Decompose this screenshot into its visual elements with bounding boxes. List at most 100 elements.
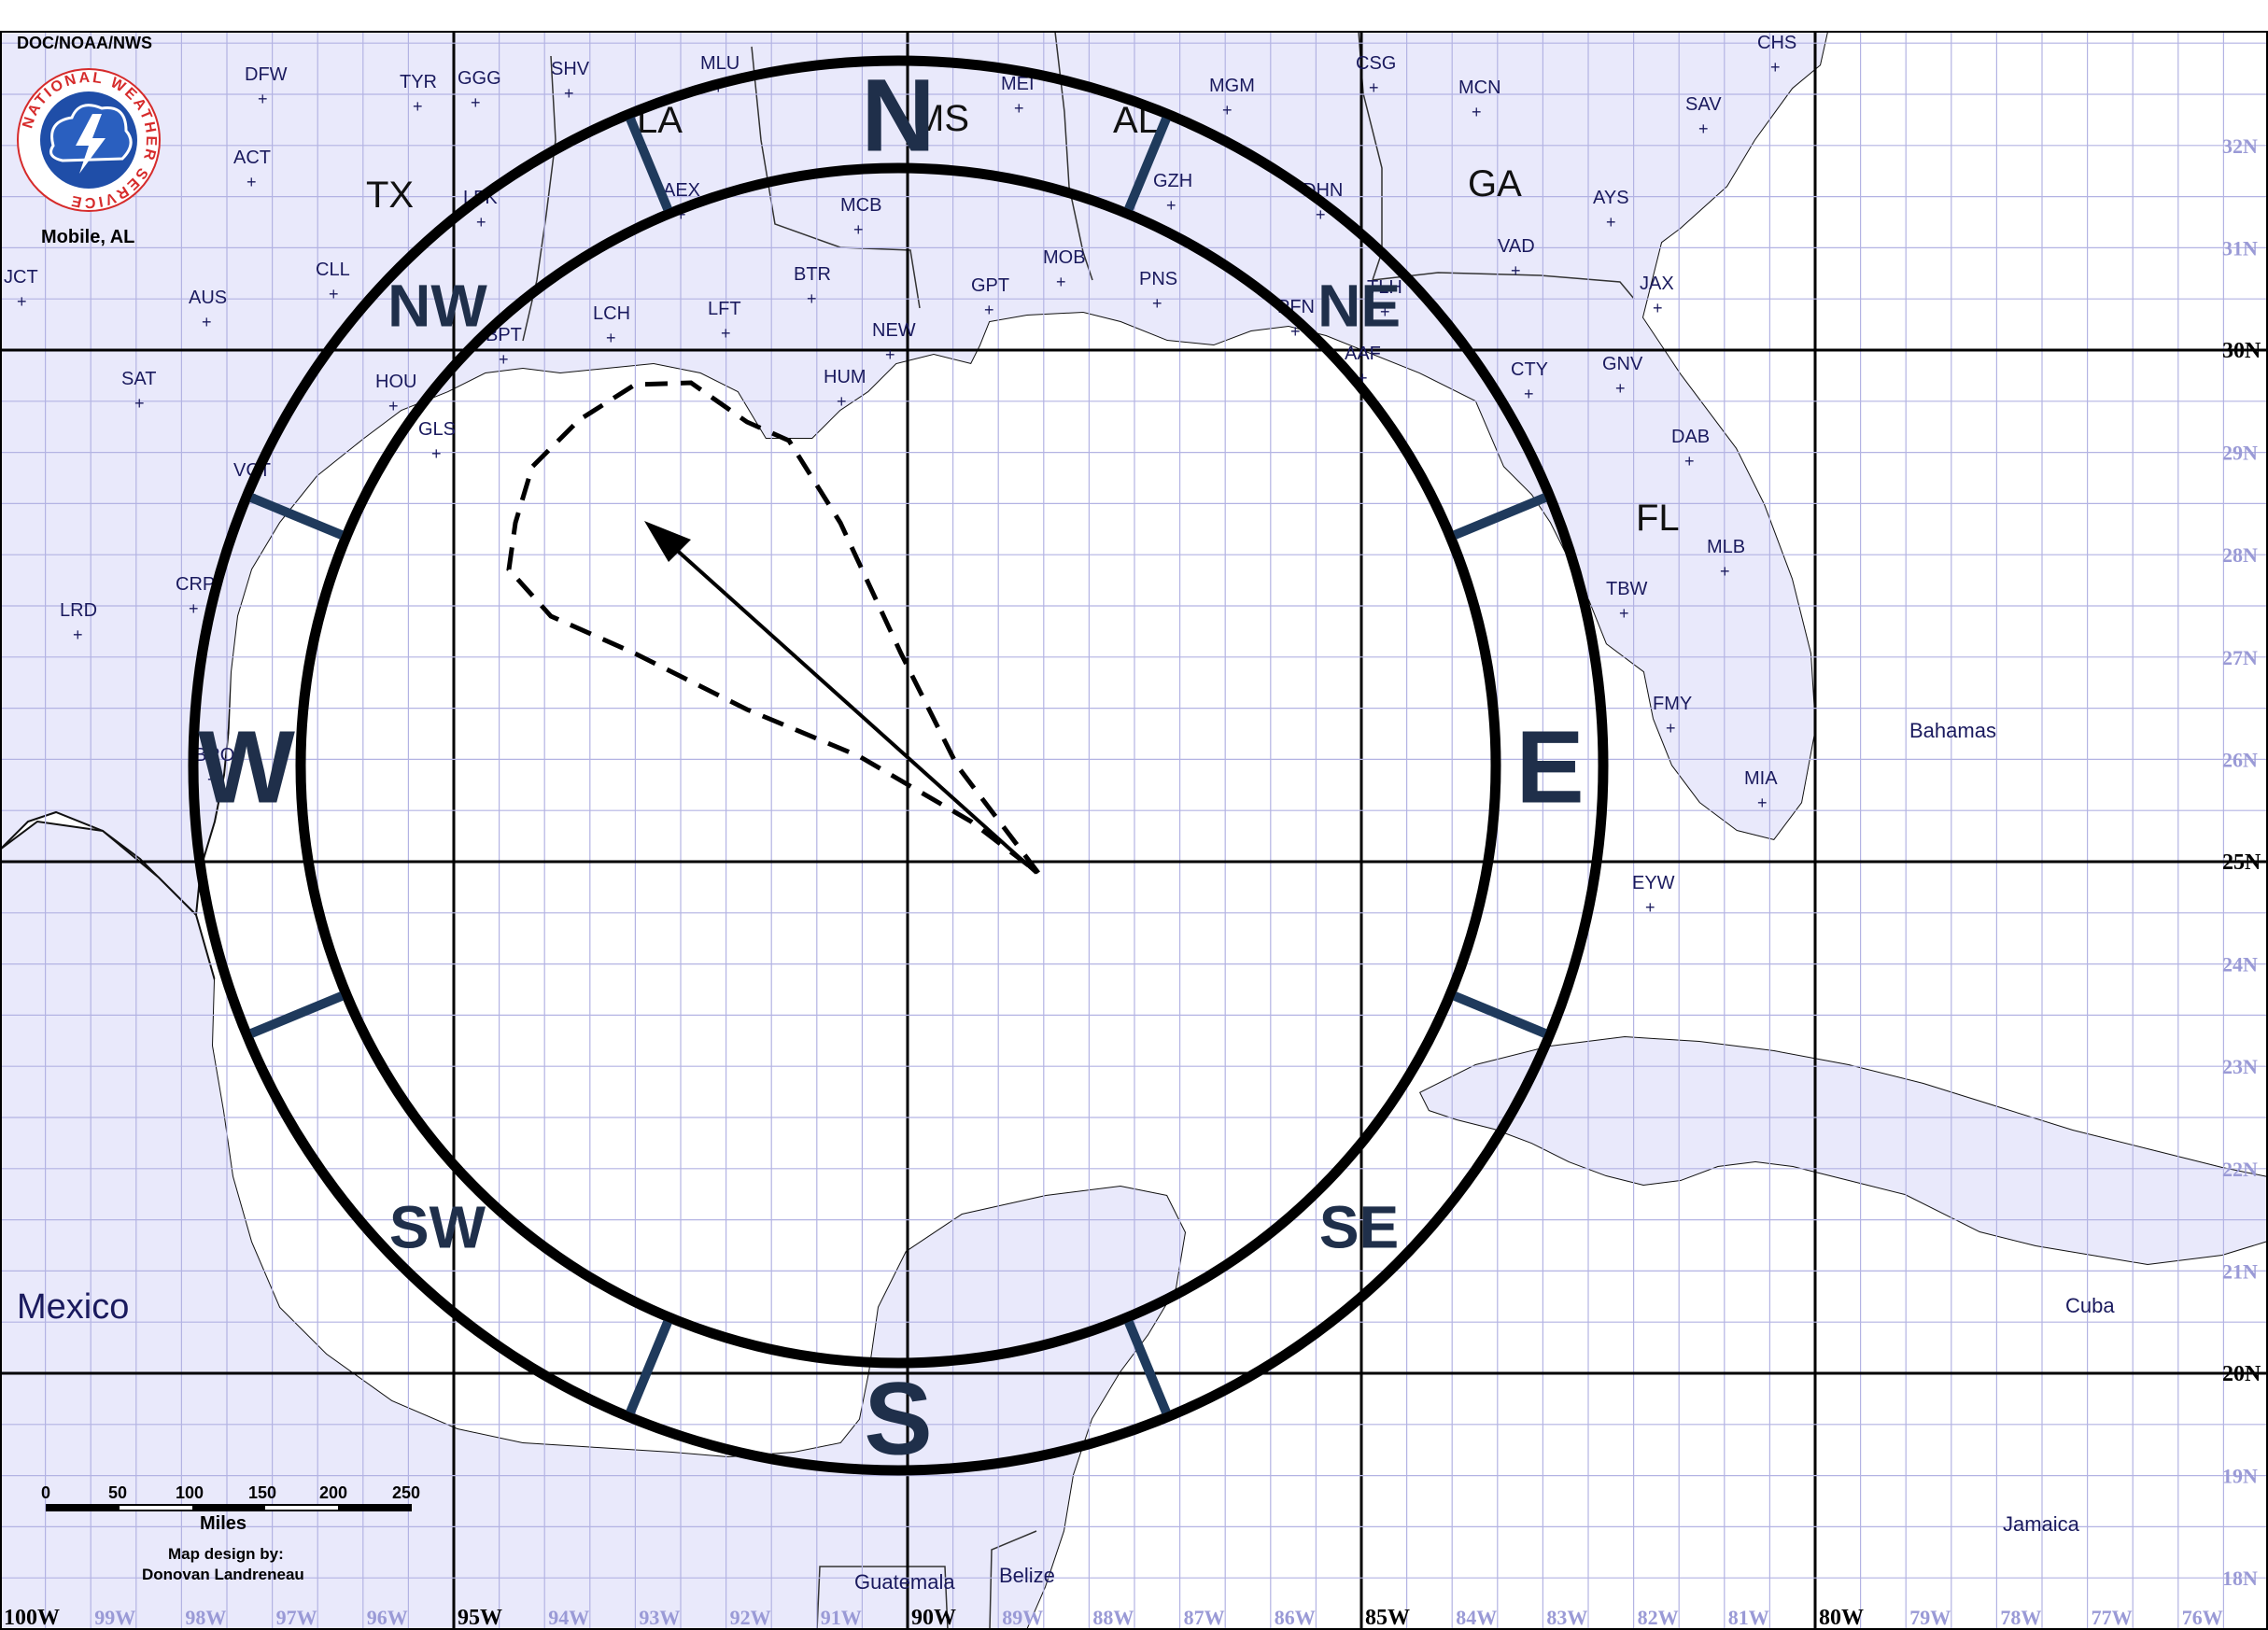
office-label: Mobile, AL xyxy=(41,227,134,247)
longitude-label: 87W xyxy=(1184,1606,1225,1629)
city-label: MGM xyxy=(1209,76,1255,96)
scale-tick-0: 0 xyxy=(41,1483,50,1502)
city-lch: + LCH xyxy=(593,303,630,347)
longitude-label: 88W xyxy=(1092,1606,1134,1629)
city-label: AEX xyxy=(663,180,700,201)
motion-arrow xyxy=(644,521,1038,875)
city-label: TYR xyxy=(400,72,437,92)
latitude-label: 18N xyxy=(2222,1567,2258,1590)
state-label-fl: FL xyxy=(1636,498,1680,539)
city-label: PNS xyxy=(1139,269,1177,289)
lat-lon-grid: 100W 99W 98W 97W 96W 95W 94W 93W 92W 91W 90W 89W 88W… xyxy=(0,32,2268,1630)
city-label: CRP xyxy=(176,574,215,595)
city-label: LFT xyxy=(708,299,741,319)
city-marker-icon: + xyxy=(1770,58,1781,77)
city-label: AYS xyxy=(1593,188,1629,208)
compass-tick xyxy=(1452,493,1547,540)
city-mei: + MEI xyxy=(1001,74,1035,118)
compass-outer-ring xyxy=(188,55,1609,1476)
longitude-label: 91W xyxy=(821,1606,862,1629)
city-label: MCN xyxy=(1458,77,1501,98)
city-marker-icon: + xyxy=(471,93,481,112)
city-label: VAD xyxy=(1498,236,1535,257)
country-label-bahamas: Bahamas xyxy=(1909,719,1996,742)
city-marker-icon: + xyxy=(388,397,399,415)
city-label: BRO xyxy=(194,745,234,766)
state-label-tx: TX xyxy=(366,175,414,216)
longitude-label: 89W xyxy=(1002,1606,1043,1629)
city-tyr: + TYR xyxy=(400,72,437,116)
latitude-label: 22N xyxy=(2222,1158,2258,1181)
city-label: SAT xyxy=(121,369,156,389)
city-vad: + VAD xyxy=(1498,236,1535,280)
city-marker-icon: + xyxy=(984,301,994,319)
city-tlh: + TLH xyxy=(1367,277,1402,321)
longitude-label: 79W xyxy=(1909,1606,1951,1629)
city-label: GLS xyxy=(418,419,456,440)
city-gnv: + GNV xyxy=(1602,354,1643,398)
city-label: CLL xyxy=(316,260,350,280)
longitude-label: 97W xyxy=(276,1606,317,1629)
city-label: SAV xyxy=(1685,94,1722,115)
city-label: LCH xyxy=(593,303,630,324)
city-mia: + MIA xyxy=(1744,768,1778,812)
city-gls: + GLS xyxy=(418,419,456,463)
country-label-jamaica: Jamaica xyxy=(2003,1512,2080,1536)
city-act: + ACT xyxy=(233,148,271,191)
city-marker-icon: + xyxy=(207,770,218,789)
latitude-label: 27N xyxy=(2222,646,2258,669)
country-label-guatemala: Guatemala xyxy=(854,1570,955,1594)
city-mob: + MOB xyxy=(1043,247,1086,291)
city-label: DAB xyxy=(1671,427,1710,447)
city-marker-icon: + xyxy=(134,394,145,413)
city-label: MOB xyxy=(1043,247,1086,268)
longitude-label: 99W xyxy=(94,1606,135,1629)
city-marker-icon: + xyxy=(1666,719,1676,738)
city-mlb: + MLB xyxy=(1707,537,1745,581)
longitude-label: 83W xyxy=(1546,1606,1587,1629)
city-label: TLH xyxy=(1367,277,1402,298)
longitude-label: 82W xyxy=(1638,1606,1679,1629)
city-marker-icon: + xyxy=(202,313,212,331)
city-mgm: + MGM xyxy=(1209,76,1255,119)
city-marker-icon: + xyxy=(1152,294,1162,313)
city-marker-icon: + xyxy=(837,392,847,411)
compass-tick xyxy=(249,493,345,540)
credit-line-2: Donovan Landreneau xyxy=(142,1566,304,1583)
longitude-label: 80W xyxy=(1819,1606,1864,1630)
city-marker-icon: + xyxy=(1524,385,1534,403)
city-label: ACT xyxy=(233,148,271,168)
latitude-label: 21N xyxy=(2222,1259,2258,1283)
forecast-cone xyxy=(506,380,1040,875)
latitude-label: 19N xyxy=(2222,1465,2258,1488)
belize-border xyxy=(989,1530,1037,1630)
city-label: MLB xyxy=(1707,537,1745,557)
city-jax: + JAX xyxy=(1640,274,1674,317)
longitude-label: 84W xyxy=(1456,1606,1497,1629)
compass-label-w: W xyxy=(198,710,295,825)
city-label: JAX xyxy=(1640,274,1674,294)
city-lft: + LFT xyxy=(708,299,741,343)
city-marker-icon: + xyxy=(1166,196,1176,215)
state-label-ms: MS xyxy=(913,98,969,139)
country-label-cuba: Cuba xyxy=(2065,1294,2115,1317)
city-marker-icon: + xyxy=(1720,562,1730,581)
city-aex: + AEX xyxy=(663,180,700,224)
city-marker-icon: + xyxy=(1222,101,1233,119)
city-label: HUM xyxy=(824,367,866,387)
city-marker-icon: + xyxy=(885,345,895,364)
city-label: CHS xyxy=(1757,33,1796,53)
city-label: AAF xyxy=(1345,344,1381,364)
city-sat: + SAT xyxy=(121,369,156,413)
compass-tick xyxy=(1124,1319,1171,1414)
agency-label: DOC/NOAA/NWS xyxy=(17,34,152,52)
city-aus: + AUS xyxy=(189,288,227,331)
compass-label-sw: SW xyxy=(389,1194,486,1261)
latitude-label: 23N xyxy=(2222,1055,2258,1078)
city-new: + NEW xyxy=(872,320,916,364)
compass-tick xyxy=(626,1319,672,1414)
nws-logo: NATIONAL WEATHER SERVICE xyxy=(17,68,161,212)
compass-tick xyxy=(1452,991,1547,1038)
city-label: CSG xyxy=(1356,53,1396,74)
